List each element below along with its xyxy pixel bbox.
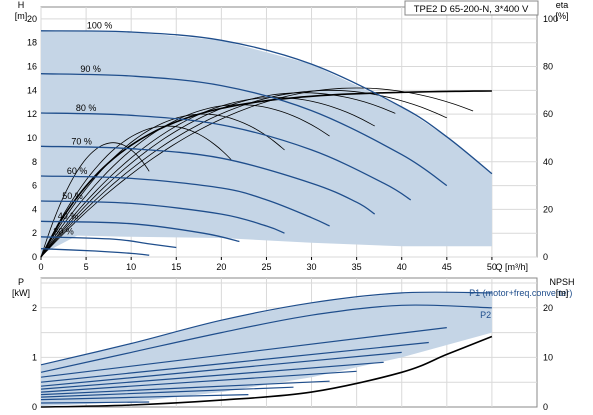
y2-tick-label: 20 bbox=[543, 204, 553, 214]
power-curve bbox=[40, 401, 150, 404]
lower-y-tick-label: 1 bbox=[32, 352, 37, 362]
x-tick-label: 5 bbox=[84, 262, 89, 272]
power-curve bbox=[40, 386, 294, 398]
lower-y2-axis-label: NPSH bbox=[549, 277, 574, 287]
speed-label: 90 % bbox=[80, 64, 101, 74]
power-curve bbox=[40, 304, 492, 373]
y2-axis-label: eta bbox=[556, 0, 569, 10]
y-tick-label: 12 bbox=[27, 109, 37, 119]
speed-label: 40 % bbox=[58, 211, 79, 221]
speed-label: 50 % bbox=[62, 191, 83, 201]
x-tick-label: 30 bbox=[307, 262, 317, 272]
title-box bbox=[404, 0, 539, 16]
y2-tick-label: 80 bbox=[543, 62, 553, 72]
x-tick-label: 0 bbox=[38, 262, 43, 272]
head-curve bbox=[40, 175, 330, 227]
x-axis-label: Q [m³/h] bbox=[495, 262, 528, 272]
y-tick-label: 6 bbox=[32, 181, 37, 191]
chart-title: TPE2 D 65-200-N, 3*400 V bbox=[414, 4, 529, 15]
efficiency-curve bbox=[40, 104, 330, 258]
x-tick-label: 45 bbox=[442, 262, 452, 272]
x-tick-label: 25 bbox=[261, 262, 271, 272]
y-tick-label: 8 bbox=[32, 157, 37, 167]
efficiency-curve bbox=[40, 125, 232, 258]
speed-label: 80 % bbox=[76, 103, 97, 113]
head-curve bbox=[40, 145, 376, 215]
efficiency-curve bbox=[40, 87, 474, 258]
lower-y2-tick-label: 10 bbox=[543, 352, 553, 362]
upper-axes: 0 5 10 15 20 25 30 35 40 45 50Q [m³/h]024681012141… bbox=[15, 0, 569, 272]
y-tick-label: 18 bbox=[27, 38, 37, 48]
y-tick-label: 14 bbox=[27, 85, 37, 95]
speed-label: 100 % bbox=[87, 21, 113, 31]
y2-tick-label: 0 bbox=[543, 252, 548, 262]
efficiency-curve bbox=[40, 97, 375, 258]
x-tick-label: 15 bbox=[171, 262, 181, 272]
y2-tick-label: 100 bbox=[543, 14, 558, 24]
efficiency-curve bbox=[40, 113, 285, 258]
lower-y-axis-label: [kW] bbox=[12, 288, 30, 298]
power-curve bbox=[40, 370, 357, 393]
power-curve bbox=[40, 380, 330, 396]
lower-y2-tick-label: 20 bbox=[543, 303, 553, 313]
y2-tick-label: 40 bbox=[543, 157, 553, 167]
power-curve bbox=[40, 291, 492, 366]
y-tick-label: 4 bbox=[32, 204, 37, 214]
head-curve bbox=[40, 236, 177, 249]
x-tick-label: 40 bbox=[397, 262, 407, 272]
lower-y-tick-label: 0 bbox=[32, 402, 37, 412]
operating-region bbox=[41, 30, 492, 255]
x-tick-label: 50 bbox=[487, 262, 497, 272]
power-curve bbox=[40, 327, 447, 378]
y-tick-label: 0 bbox=[32, 252, 37, 262]
lower-panel: P1 (motor+freq.converter)P2 01201020P[kW… bbox=[12, 277, 575, 412]
lower-y-tick-label: 2 bbox=[32, 303, 37, 313]
p2-label: P2 bbox=[480, 310, 491, 320]
y-tick-label: 16 bbox=[27, 62, 37, 72]
y-tick-label: 2 bbox=[32, 228, 37, 238]
y-axis-label: [m] bbox=[15, 11, 28, 21]
speed-label: 30 % bbox=[53, 227, 74, 237]
power-curve bbox=[40, 361, 384, 390]
npsh-curve bbox=[40, 335, 493, 408]
lower-y2-axis-label: [m] bbox=[556, 288, 569, 298]
head-curve bbox=[40, 112, 412, 201]
power-curve bbox=[40, 394, 249, 401]
y2-tick-label: 60 bbox=[543, 109, 553, 119]
x-tick-label: 20 bbox=[216, 262, 226, 272]
y-tick-label: 20 bbox=[27, 14, 37, 24]
head-curve bbox=[40, 73, 448, 187]
power-curves: P1 (motor+freq.converter) P2 bbox=[40, 288, 572, 408]
head-curve bbox=[40, 200, 285, 234]
lower-y-axis-label: P bbox=[18, 277, 24, 287]
head-curves bbox=[40, 30, 493, 256]
efficiency-curves bbox=[40, 87, 492, 258]
upper-panel: 100 % 90 % 80 % 70 % 60 % 50 % 40 % 30 % 0 5 10 15… bbox=[15, 0, 569, 272]
y-axis-label: H bbox=[18, 0, 25, 10]
speed-labels: 100 % 90 % 80 % 70 % 60 % 50 % 40 % 30 % bbox=[53, 21, 112, 237]
p1-label: P1 (motor+freq.converter) bbox=[469, 288, 572, 298]
head-curve bbox=[40, 220, 240, 243]
y2-axis-label: [%] bbox=[555, 11, 568, 21]
power-curve bbox=[40, 341, 429, 383]
y-tick-label: 10 bbox=[27, 133, 37, 143]
x-tick-label: 10 bbox=[126, 262, 136, 272]
head-curve bbox=[40, 248, 150, 256]
speed-label: 60 % bbox=[67, 166, 88, 176]
efficiency-envelope bbox=[40, 90, 492, 258]
head-curve bbox=[40, 30, 493, 175]
x-tick-label: 35 bbox=[352, 262, 362, 272]
power-curve bbox=[40, 351, 402, 387]
speed-label: 70 % bbox=[71, 136, 92, 146]
lower-y2-tick-label: 0 bbox=[543, 402, 548, 412]
